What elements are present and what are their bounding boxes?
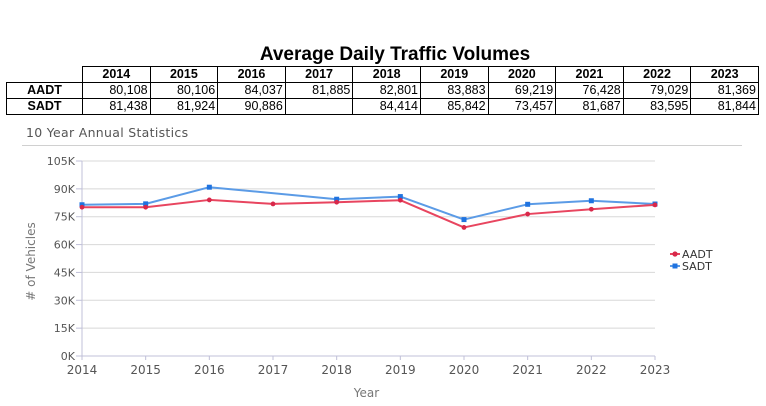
table-cell: 80,106 — [149, 82, 219, 99]
table-cell: 76,428 — [555, 82, 624, 99]
sadt-series-line — [81, 186, 656, 221]
sadt-point — [334, 196, 340, 202]
y-tick-label: 75K — [54, 211, 76, 224]
table-cell: 84,414 — [352, 98, 421, 115]
table-cell: 81,844 — [690, 98, 759, 115]
x-tick-label: 2014 — [67, 363, 98, 377]
sadt-point — [461, 217, 467, 223]
table-cell: 83,883 — [419, 82, 489, 99]
axis-layer: 0K 15K 30K 45K 60K 75K 90K 105K 2014 2015 2016 2017… — [24, 155, 670, 400]
y-tick-label: 105K — [47, 155, 76, 168]
year-header: 2021 — [555, 66, 624, 83]
table-cell: 82,801 — [352, 82, 421, 99]
y-tick-label: 45K — [54, 266, 76, 279]
aadt-point — [588, 206, 594, 212]
table-cell: 69,219 — [487, 82, 557, 99]
table-cell: 81,924 — [149, 98, 219, 115]
table-cell: 73,457 — [487, 98, 557, 115]
y-tick-label: 90K — [54, 183, 76, 196]
x-tick-label: 2018 — [321, 363, 352, 377]
table-row-aadt: AADT 80,108 80,106 84,037 81,885 82,801 … — [6, 82, 759, 99]
x-tick-label: 2021 — [512, 363, 543, 377]
aadt-point — [334, 199, 340, 205]
traffic-table: 2014 2015 2016 2017 2018 2019 2020 2021 … — [6, 66, 759, 115]
x-tick-label: 2020 — [449, 363, 480, 377]
section-divider — [22, 145, 742, 146]
table-cell: 83,595 — [622, 98, 692, 115]
table-cell — [284, 98, 354, 115]
aadt-series-line — [81, 198, 656, 229]
table-row-sadt: SADT 81,438 81,924 90,886 84,414 85,842 … — [6, 98, 759, 115]
x-tick-label: 2022 — [576, 363, 607, 377]
x-tick-label: 2019 — [385, 363, 416, 377]
x-tick-label: 2017 — [258, 363, 289, 377]
x-tick-label: 2015 — [130, 363, 161, 377]
y-tick-label: 30K — [54, 294, 76, 307]
year-header: 2017 — [284, 66, 354, 83]
table-corner-cell — [6, 66, 83, 83]
y-axis-title: # of Vehicles — [24, 222, 38, 300]
row-label: SADT — [6, 98, 83, 115]
x-axis-title: Year — [353, 386, 379, 400]
aadt-point — [143, 204, 149, 210]
y-tick-label: 15K — [54, 322, 76, 335]
table-cell: 81,369 — [690, 82, 759, 99]
table-cell: 79,029 — [622, 82, 692, 99]
year-header: 2015 — [149, 66, 219, 83]
aadt-point — [270, 201, 276, 207]
aadt-point — [79, 204, 85, 210]
year-header: 2022 — [622, 66, 692, 83]
table-cell: 81,438 — [82, 98, 151, 115]
year-header: 2020 — [487, 66, 557, 83]
sadt-point — [525, 201, 531, 207]
sadt-point — [143, 201, 149, 207]
page-title: Average Daily Traffic Volumes — [259, 44, 531, 65]
aadt-point — [652, 202, 658, 208]
sadt-point — [79, 202, 85, 208]
table-cell: 85,842 — [419, 98, 489, 115]
sadt-point — [206, 184, 212, 190]
table-cell: 80,108 — [82, 82, 151, 99]
aadt-point — [397, 197, 403, 203]
x-tick-label: 2016 — [194, 363, 225, 377]
year-header: 2014 — [82, 66, 151, 83]
year-header: 2018 — [352, 66, 421, 83]
table-cell: 81,885 — [284, 82, 354, 99]
table-cell: 81,687 — [555, 98, 624, 115]
year-header: 2019 — [419, 66, 489, 83]
x-tick-label: 2023 — [640, 363, 671, 377]
sadt-legend-marker — [672, 263, 678, 269]
traffic-line-chart: 0K 15K 30K 45K 60K 75K 90K 105K 2014 2015 2016 2017… — [24, 155, 713, 400]
grid-layer — [82, 160, 655, 357]
sadt-point — [397, 194, 403, 200]
legend-label: SADT — [682, 260, 712, 273]
aadt-point — [525, 211, 531, 217]
year-header: 2016 — [217, 66, 286, 83]
aadt-legend-marker — [672, 251, 678, 257]
aadt-point — [206, 197, 212, 203]
y-tick-label: 0K — [61, 350, 76, 363]
legend-label: AADT — [682, 248, 713, 261]
aadt-point — [461, 225, 467, 230]
table-cell: 90,886 — [217, 98, 286, 115]
table-header-row: 2014 2015 2016 2017 2018 2019 2020 2021 … — [6, 66, 759, 83]
sadt-point — [588, 198, 594, 204]
table-cell: 84,037 — [217, 82, 286, 99]
year-header: 2023 — [690, 66, 759, 83]
series-layer — [79, 184, 658, 230]
row-label: AADT — [6, 82, 83, 99]
section-title: 10 Year Annual Statistics — [26, 125, 189, 140]
y-tick-label: 60K — [54, 239, 76, 252]
